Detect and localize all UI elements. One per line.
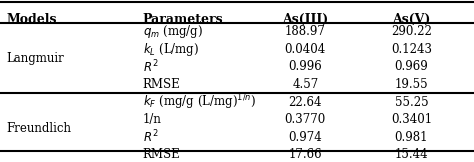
Text: 0.3401: 0.3401 xyxy=(391,113,432,126)
Text: 0.981: 0.981 xyxy=(394,131,428,144)
Text: RMSE: RMSE xyxy=(143,78,181,91)
Text: $R^2$: $R^2$ xyxy=(143,59,158,75)
Text: 55.25: 55.25 xyxy=(394,96,428,109)
Text: 0.996: 0.996 xyxy=(289,60,322,74)
Text: 290.22: 290.22 xyxy=(391,25,432,38)
Text: $k_L$ (L/mg): $k_L$ (L/mg) xyxy=(143,41,199,58)
Text: $q_m$ (mg/g): $q_m$ (mg/g) xyxy=(143,23,203,40)
Text: 0.969: 0.969 xyxy=(394,60,428,74)
Text: 0.0404: 0.0404 xyxy=(285,43,326,56)
Text: Models: Models xyxy=(6,13,56,26)
Text: 19.55: 19.55 xyxy=(394,78,428,91)
Text: $R^2$: $R^2$ xyxy=(143,129,158,145)
Text: 17.66: 17.66 xyxy=(289,148,322,161)
Text: Langmuir: Langmuir xyxy=(6,52,64,65)
Text: As(III): As(III) xyxy=(282,13,328,26)
Text: 188.97: 188.97 xyxy=(285,25,326,38)
Text: Freundlich: Freundlich xyxy=(6,122,71,135)
Text: $k_F$ (mg/g (L/mg)$^{1/n}$): $k_F$ (mg/g (L/mg)$^{1/n}$) xyxy=(143,92,256,112)
Text: RMSE: RMSE xyxy=(143,148,181,161)
Text: As(V): As(V) xyxy=(392,13,430,26)
Text: 15.44: 15.44 xyxy=(394,148,428,161)
Text: 0.974: 0.974 xyxy=(289,131,322,144)
Text: 22.64: 22.64 xyxy=(289,96,322,109)
Text: Parameters: Parameters xyxy=(143,13,223,26)
Text: 1/n: 1/n xyxy=(143,113,162,126)
Text: 0.3770: 0.3770 xyxy=(285,113,326,126)
Text: 0.1243: 0.1243 xyxy=(391,43,432,56)
Text: 4.57: 4.57 xyxy=(292,78,319,91)
